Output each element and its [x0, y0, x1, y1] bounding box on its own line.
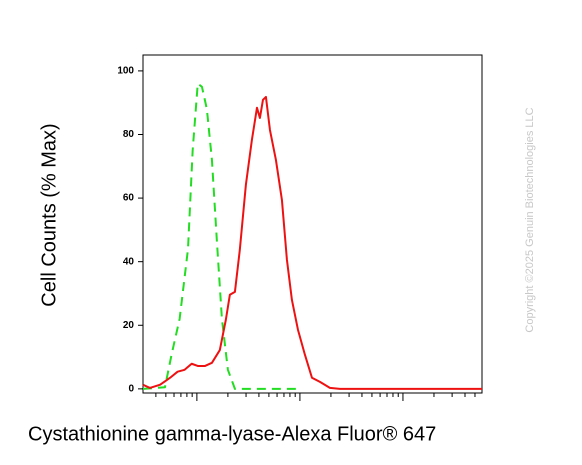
plot-frame: [142, 54, 483, 394]
y-tick-label: 80: [123, 129, 135, 140]
x-axis-label: Cystathionine gamma-lyase-Alexa Fluor® 6…: [28, 423, 436, 445]
y-axis-label: Cell Counts (% Max): [38, 123, 60, 306]
y-tick-label: 100: [117, 66, 134, 77]
y-tick-label: 20: [123, 320, 135, 331]
y-tick-label: 60: [123, 193, 135, 204]
y-tick-label: 40: [123, 256, 135, 267]
watermark: Copyright ©2025 Genuin Biotechnologies L…: [524, 107, 536, 332]
y-tick-label: 0: [128, 384, 134, 395]
series-line: [142, 95, 482, 390]
